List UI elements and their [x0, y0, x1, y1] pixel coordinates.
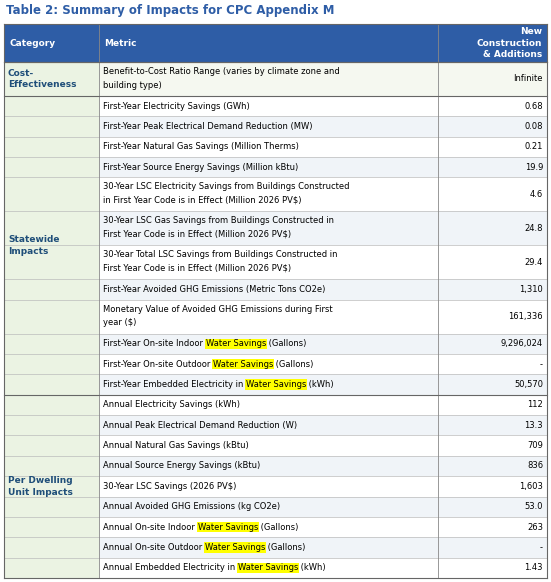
- Bar: [99, 354, 547, 374]
- Text: (kWh): (kWh): [306, 380, 334, 389]
- Text: First-Year Natural Gas Savings (Million Therms): First-Year Natural Gas Savings (Million …: [103, 143, 299, 151]
- Text: 112: 112: [527, 400, 543, 409]
- Text: First-Year Avoided GHG Emissions (Metric Tons CO2e): First-Year Avoided GHG Emissions (Metric…: [103, 285, 326, 294]
- Text: 1.43: 1.43: [525, 563, 543, 572]
- Text: -: -: [540, 543, 543, 552]
- Text: 4.6: 4.6: [530, 190, 543, 199]
- Bar: [99, 137, 547, 157]
- Bar: [99, 435, 547, 456]
- Text: Annual On-site Outdoor: Annual On-site Outdoor: [103, 543, 205, 552]
- Text: 1,603: 1,603: [519, 482, 543, 491]
- Bar: [99, 456, 547, 476]
- Text: 0.21: 0.21: [525, 143, 543, 151]
- Text: (Gallons): (Gallons): [273, 360, 314, 368]
- Text: Annual Peak Electrical Demand Reduction (W): Annual Peak Electrical Demand Reduction …: [103, 421, 297, 430]
- Bar: [99, 62, 547, 96]
- Text: First-Year Peak Electrical Demand Reduction (MW): First-Year Peak Electrical Demand Reduct…: [103, 122, 312, 131]
- Bar: [99, 476, 547, 496]
- Text: First-Year On-site Indoor: First-Year On-site Indoor: [103, 339, 206, 348]
- Text: 0.08: 0.08: [525, 122, 543, 131]
- Text: First Year Code is in Effect (Million 2026 PV$): First Year Code is in Effect (Million 20…: [103, 230, 291, 239]
- Bar: [99, 157, 547, 178]
- Text: Annual Natural Gas Savings (kBtu): Annual Natural Gas Savings (kBtu): [103, 441, 249, 450]
- Text: 24.8: 24.8: [525, 224, 543, 233]
- Bar: [99, 211, 547, 246]
- Text: 161,336: 161,336: [509, 312, 543, 321]
- Text: Benefit-to-Cost Ratio Range (varies by climate zone and: Benefit-to-Cost Ratio Range (varies by c…: [103, 67, 340, 76]
- Bar: [99, 279, 547, 300]
- Text: First-Year Source Energy Savings (Million kBtu): First-Year Source Energy Savings (Millio…: [103, 163, 298, 172]
- Text: Metric: Metric: [104, 38, 137, 48]
- Text: Table 2: Summary of Impacts for CPC Appendix M: Table 2: Summary of Impacts for CPC Appe…: [6, 4, 334, 17]
- Bar: [99, 374, 547, 395]
- Text: (Gallons): (Gallons): [266, 339, 306, 348]
- Text: 50,570: 50,570: [514, 380, 543, 389]
- Text: 0.68: 0.68: [525, 102, 543, 111]
- Text: 836: 836: [527, 462, 543, 470]
- Text: Annual Embedded Electricity in: Annual Embedded Electricity in: [103, 563, 238, 572]
- Text: Annual Source Energy Savings (kBtu): Annual Source Energy Savings (kBtu): [103, 462, 260, 470]
- Text: 709: 709: [527, 441, 543, 450]
- Text: (kWh): (kWh): [298, 563, 326, 572]
- Text: First Year Code is in Effect (Million 2026 PV$): First Year Code is in Effect (Million 20…: [103, 264, 291, 273]
- Text: Category: Category: [9, 38, 55, 48]
- Text: Cost-
Effectiveness: Cost- Effectiveness: [8, 69, 77, 90]
- Text: year ($): year ($): [103, 318, 137, 327]
- Text: First-Year Embedded Electricity in: First-Year Embedded Electricity in: [103, 380, 246, 389]
- Bar: [99, 395, 547, 415]
- Text: 30-Year LSC Gas Savings from Buildings Constructed in: 30-Year LSC Gas Savings from Buildings C…: [103, 217, 334, 225]
- Text: 53.0: 53.0: [525, 502, 543, 511]
- Text: building type): building type): [103, 80, 162, 90]
- Text: Water Savings: Water Savings: [213, 360, 273, 368]
- Text: Monetary Value of Avoided GHG Emissions during First: Monetary Value of Avoided GHG Emissions …: [103, 304, 333, 314]
- Text: Annual Avoided GHG Emissions (kg CO2e): Annual Avoided GHG Emissions (kg CO2e): [103, 502, 280, 511]
- Text: 30-Year LSC Electricity Savings from Buildings Constructed: 30-Year LSC Electricity Savings from Bui…: [103, 182, 349, 191]
- Text: 29.4: 29.4: [525, 258, 543, 267]
- Text: (Gallons): (Gallons): [265, 543, 306, 552]
- Text: New
Construction
& Additions: New Construction & Additions: [477, 27, 542, 59]
- Bar: [99, 517, 547, 537]
- Bar: [99, 415, 547, 435]
- Bar: [99, 246, 547, 279]
- Text: 1,310: 1,310: [519, 285, 543, 294]
- Text: Infinite: Infinite: [514, 74, 543, 83]
- Bar: [4, 62, 99, 96]
- Bar: [99, 558, 547, 578]
- Text: 30-Year Total LSC Savings from Buildings Constructed in: 30-Year Total LSC Savings from Buildings…: [103, 250, 338, 260]
- Bar: [99, 178, 547, 211]
- Bar: [99, 496, 547, 517]
- Bar: [99, 116, 547, 137]
- Bar: [99, 333, 547, 354]
- Text: Water Savings: Water Savings: [238, 563, 298, 572]
- Bar: [99, 300, 547, 333]
- Text: -: -: [540, 360, 543, 368]
- Text: 30-Year LSC Savings (2026 PV$): 30-Year LSC Savings (2026 PV$): [103, 482, 236, 491]
- Text: Water Savings: Water Savings: [206, 339, 266, 348]
- Text: First-Year On-site Outdoor: First-Year On-site Outdoor: [103, 360, 213, 368]
- Text: Annual On-site Indoor: Annual On-site Indoor: [103, 523, 197, 531]
- Text: 263: 263: [527, 523, 543, 531]
- Text: Per Dwelling
Unit Impacts: Per Dwelling Unit Impacts: [8, 476, 73, 497]
- Text: Statewide
Impacts: Statewide Impacts: [8, 235, 60, 255]
- Text: Water Savings: Water Savings: [246, 380, 306, 389]
- Text: in First Year Code is in Effect (Million 2026 PV$): in First Year Code is in Effect (Million…: [103, 196, 301, 205]
- Bar: [4, 24, 547, 62]
- Text: (Gallons): (Gallons): [258, 523, 298, 531]
- Bar: [99, 96, 547, 116]
- Text: 9,296,024: 9,296,024: [501, 339, 543, 348]
- Bar: [99, 537, 547, 558]
- Text: Water Savings: Water Savings: [197, 523, 258, 531]
- Bar: [4, 96, 99, 395]
- Text: 13.3: 13.3: [525, 421, 543, 430]
- Text: Annual Electricity Savings (kWh): Annual Electricity Savings (kWh): [103, 400, 240, 409]
- Text: Water Savings: Water Savings: [205, 543, 265, 552]
- Text: First-Year Electricity Savings (GWh): First-Year Electricity Savings (GWh): [103, 102, 250, 111]
- Bar: [4, 395, 99, 578]
- Text: 19.9: 19.9: [525, 163, 543, 172]
